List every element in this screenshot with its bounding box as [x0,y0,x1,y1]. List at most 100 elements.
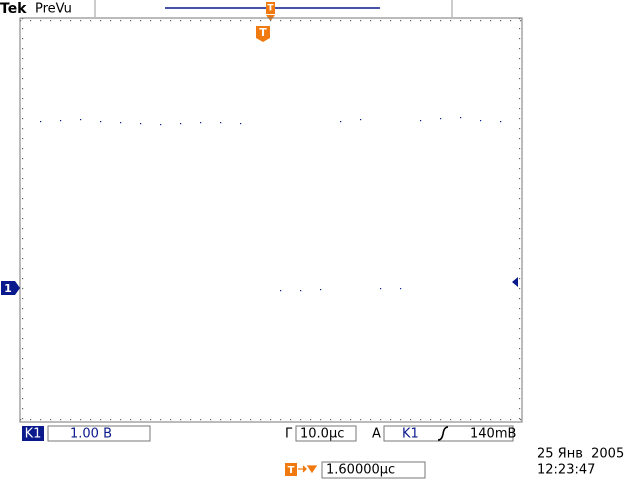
tick [420,20,422,22]
tick [519,128,521,130]
tick [160,419,162,421]
tick [519,388,521,390]
tick [210,20,212,22]
tick [519,208,521,210]
tick [230,20,232,22]
date: 25 Янв 2005 [537,447,624,462]
tick [130,20,132,22]
tick [400,419,402,421]
tick [390,20,392,22]
trace-dot [160,124,162,126]
tick [60,419,62,421]
tick [400,20,402,22]
tick [22,68,24,70]
tick [180,20,182,22]
tick [230,419,232,421]
tick [370,419,372,421]
tick [22,308,24,310]
trace-dot [400,288,402,290]
tick [520,419,522,421]
tick [150,419,152,421]
trigger-box [383,425,514,442]
tick [22,98,24,100]
tick [22,28,24,30]
tick [519,348,521,350]
trace-dot [340,121,342,123]
tick [490,419,492,421]
trigger-level-marker [512,277,518,287]
tick [22,288,24,290]
tick [160,20,162,22]
tick [519,378,521,380]
tick [22,38,24,40]
tick [22,318,24,320]
tick [430,20,432,22]
tick [519,38,521,40]
tick [22,398,24,400]
tick [90,419,92,421]
delay-marker-label: T [288,465,295,476]
graticule-border [19,17,523,423]
tick [22,198,24,200]
tick [480,419,482,421]
tick [519,308,521,310]
tick [22,418,24,420]
tick [250,419,252,421]
tick [519,58,521,60]
tick [360,419,362,421]
tick [80,419,82,421]
tick [22,258,24,260]
tick [50,419,52,421]
tick [440,419,442,421]
tick [519,168,521,170]
tick [22,238,24,240]
tick [220,419,222,421]
tick [30,419,32,421]
tick [250,20,252,22]
tick [90,20,92,22]
tick [120,419,122,421]
tick [510,20,512,22]
tick [300,419,302,421]
tick [310,20,312,22]
timebase-label: Г [285,427,293,442]
tick [519,298,521,300]
tick [22,358,24,360]
tick [520,20,522,22]
tick [210,419,212,421]
tick [519,338,521,340]
tick [350,20,352,22]
tick [410,419,412,421]
trace-dot [420,120,422,122]
trace-dot [440,118,442,120]
tick [300,20,302,22]
tick [519,238,521,240]
tick [100,20,102,22]
trigger-position-label: T [259,26,267,39]
tick [390,419,392,421]
tick [519,138,521,140]
tick [290,419,292,421]
delay-arrow [298,465,318,474]
tick [380,419,382,421]
tick [290,20,292,22]
tick [510,419,512,421]
tick [519,48,521,50]
tick [470,419,472,421]
trace-dot [120,122,122,124]
trace-dot [200,122,202,124]
tick [519,28,521,30]
tick [22,208,24,210]
tick [22,248,24,250]
tick [190,20,192,22]
channel-badge-label: K1 [25,427,42,442]
tick [320,419,322,421]
trigger-mode: A [372,427,381,442]
tick [519,398,521,400]
tick [100,419,102,421]
tick [420,419,422,421]
tick [519,158,521,160]
tick [280,419,282,421]
tick [140,20,142,22]
tick [22,108,24,110]
